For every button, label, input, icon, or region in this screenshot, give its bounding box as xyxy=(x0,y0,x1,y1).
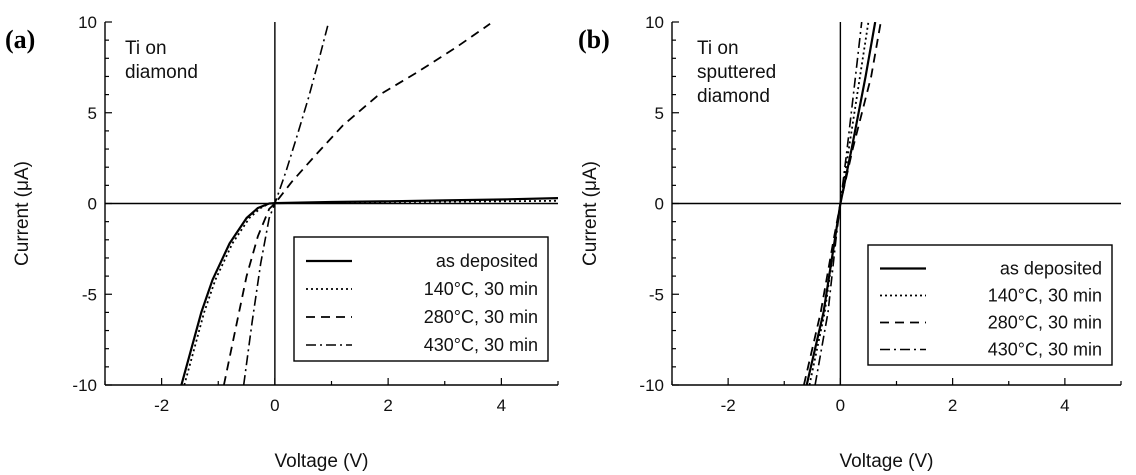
x-tick-label: 4 xyxy=(497,396,506,415)
y-axis-label: Current (μA) xyxy=(580,161,601,266)
y-tick-label: 5 xyxy=(88,104,97,123)
legend-label: 430°C, 30 min xyxy=(988,340,1102,360)
series-line-dashed xyxy=(223,23,491,385)
annotation-line: diamond xyxy=(125,62,198,83)
y-tick-label: 10 xyxy=(78,13,97,32)
legend-label: 140°C, 30 min xyxy=(424,279,538,299)
legend: as deposited 140°C, 30 min 280°C, 30 min 43… xyxy=(867,244,1113,366)
y-axis-label: Current (μA) xyxy=(12,161,33,266)
x-axis-label: Voltage (V) xyxy=(840,451,934,472)
series-line-dashdot xyxy=(814,22,863,385)
x-tick-label: 2 xyxy=(948,396,957,415)
y-tick-label: -5 xyxy=(649,285,664,304)
annotation-line: sputtered xyxy=(697,62,776,83)
x-tick-label: 2 xyxy=(383,396,392,415)
annotation-line: Ti on xyxy=(125,38,167,59)
legend-label: 280°C, 30 min xyxy=(424,307,538,327)
x-tick-label: 0 xyxy=(270,396,279,415)
legend: as deposited 140°C, 30 min 280°C, 30 min 43… xyxy=(293,236,549,362)
y-tick-label: 5 xyxy=(655,104,664,123)
series-line-dashdot xyxy=(242,22,330,385)
annotation-line: diamond xyxy=(697,86,770,107)
y-tick-label: -10 xyxy=(639,376,664,395)
legend-box xyxy=(867,244,1113,366)
x-tick-label: -2 xyxy=(154,396,169,415)
y-tick-label: 0 xyxy=(88,195,97,214)
series-line-solid xyxy=(180,197,558,385)
panel-a: -2 0 2 4 -10 -5 0 5 10 Voltage (V) Current (μA) (a)… xyxy=(5,13,559,472)
y-tick-label: 0 xyxy=(655,195,664,214)
annotation-line: Ti on xyxy=(697,38,739,59)
panel-label: (a) xyxy=(5,25,35,54)
legend-label: 140°C, 30 min xyxy=(988,286,1102,306)
series-line-dotted xyxy=(183,199,558,385)
legend-label: 280°C, 30 min xyxy=(988,313,1102,333)
x-axis-label: Voltage (V) xyxy=(275,451,369,472)
panel-b: -2 0 2 4 -10 -5 0 5 10 Voltage (V) Current (μA) (b)… xyxy=(578,13,1122,472)
legend-label: as deposited xyxy=(1000,259,1102,279)
y-tick-label: -5 xyxy=(82,285,97,304)
x-tick-label: 0 xyxy=(836,396,845,415)
panel-label: (b) xyxy=(578,25,610,54)
legend-box xyxy=(293,236,549,362)
legend-label: as deposited xyxy=(436,251,538,271)
x-tick-label: 4 xyxy=(1060,396,1069,415)
y-tick-label: 10 xyxy=(645,13,664,32)
x-tick-label: -2 xyxy=(721,396,736,415)
legend-label: 430°C, 30 min xyxy=(424,335,538,355)
y-tick-label: -10 xyxy=(72,376,97,395)
